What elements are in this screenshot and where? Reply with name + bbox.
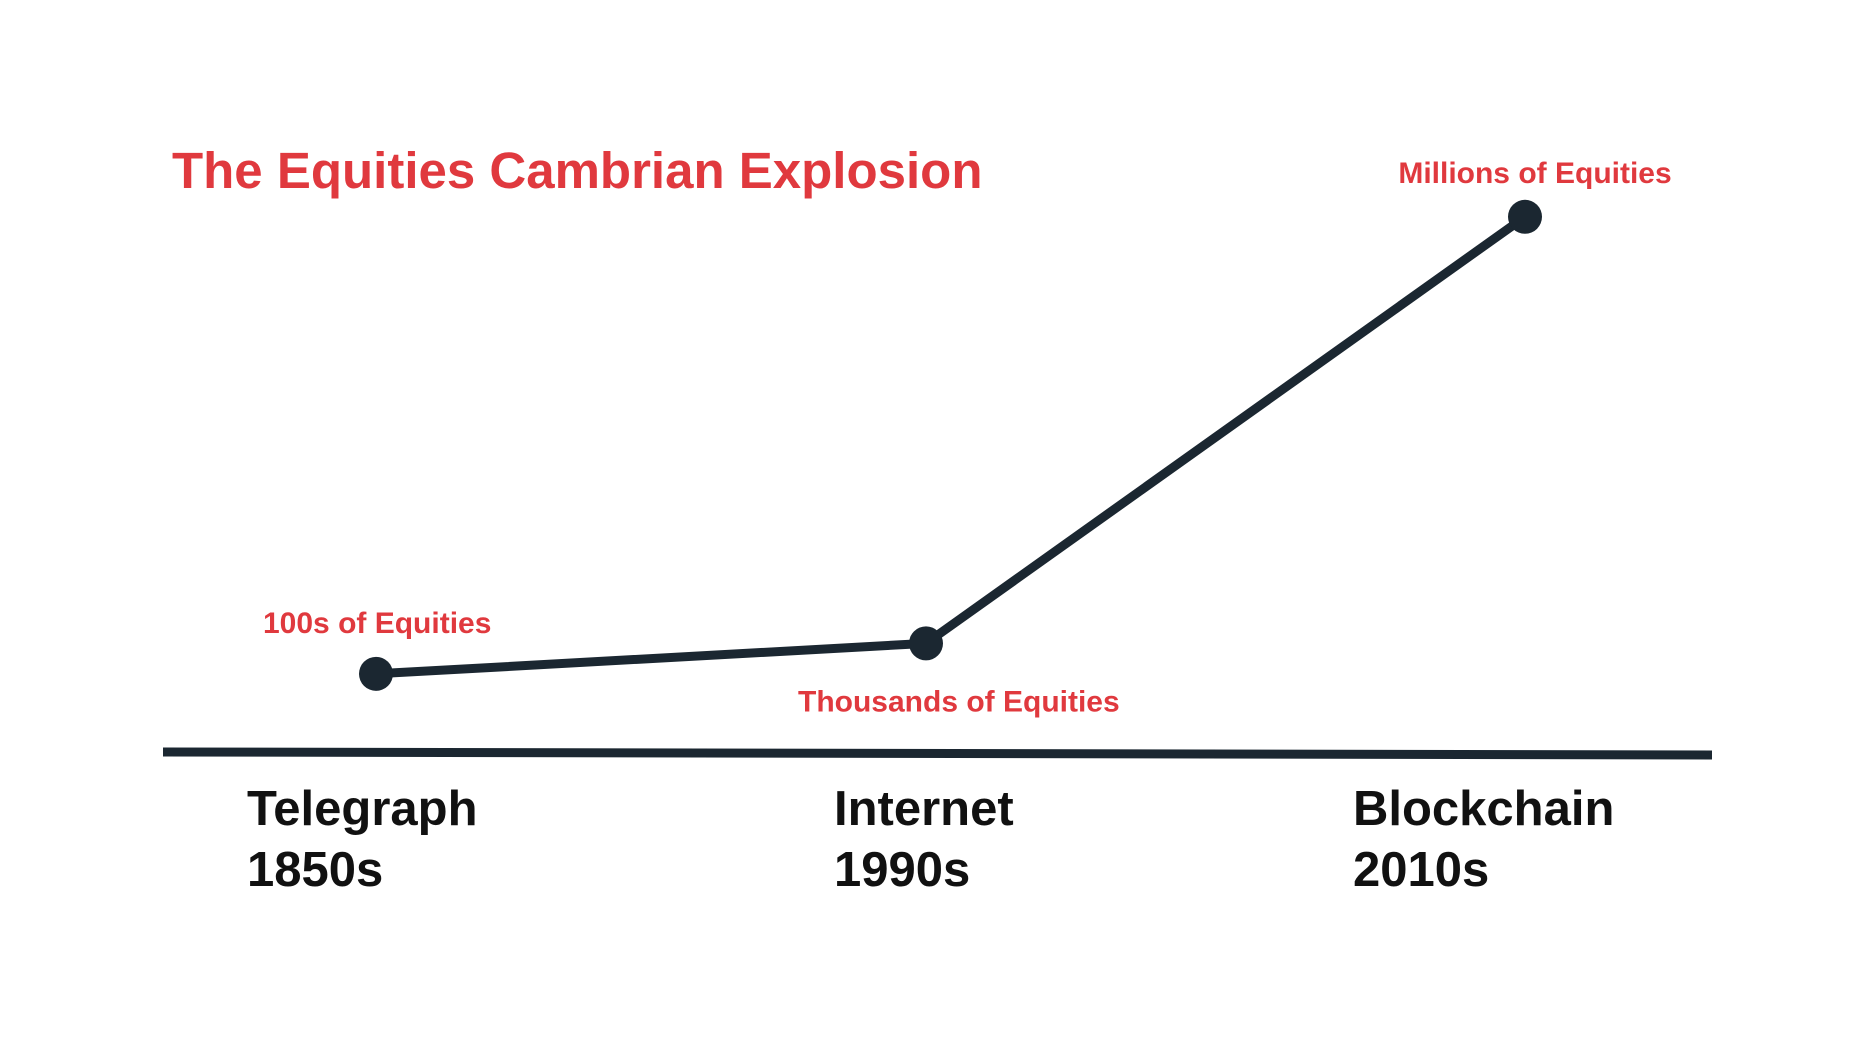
data-point-2	[909, 626, 943, 661]
x-tick-period-2: 1990s	[834, 843, 970, 897]
x-axis-line	[162, 747, 1713, 760]
x-axis	[162, 747, 1713, 760]
series-line	[371, 212, 1530, 679]
point-labels-group: 100s of Equities Thousands of Equities Mil…	[263, 157, 1672, 719]
data-points-group	[359, 199, 1542, 691]
point-label-3: Millions of Equities	[1398, 157, 1671, 190]
x-tick-label-1: Telegraph	[247, 782, 478, 836]
series-line-group	[371, 212, 1530, 679]
x-tick-label-3: Blockchain	[1353, 782, 1614, 836]
point-label-1: 100s of Equities	[263, 607, 491, 640]
data-point-3	[1508, 199, 1542, 234]
x-tick-period-3: 2010s	[1353, 843, 1489, 897]
x-tick-labels-group: Telegraph 1850s Internet 1990s Blockchain 201…	[247, 782, 1614, 897]
data-point-1	[359, 656, 393, 691]
point-label-2: Thousands of Equities	[798, 685, 1120, 718]
chart-title: The Equities Cambrian Explosion	[172, 142, 982, 199]
x-tick-period-1: 1850s	[247, 843, 383, 897]
x-tick-label-2: Internet	[834, 782, 1014, 836]
